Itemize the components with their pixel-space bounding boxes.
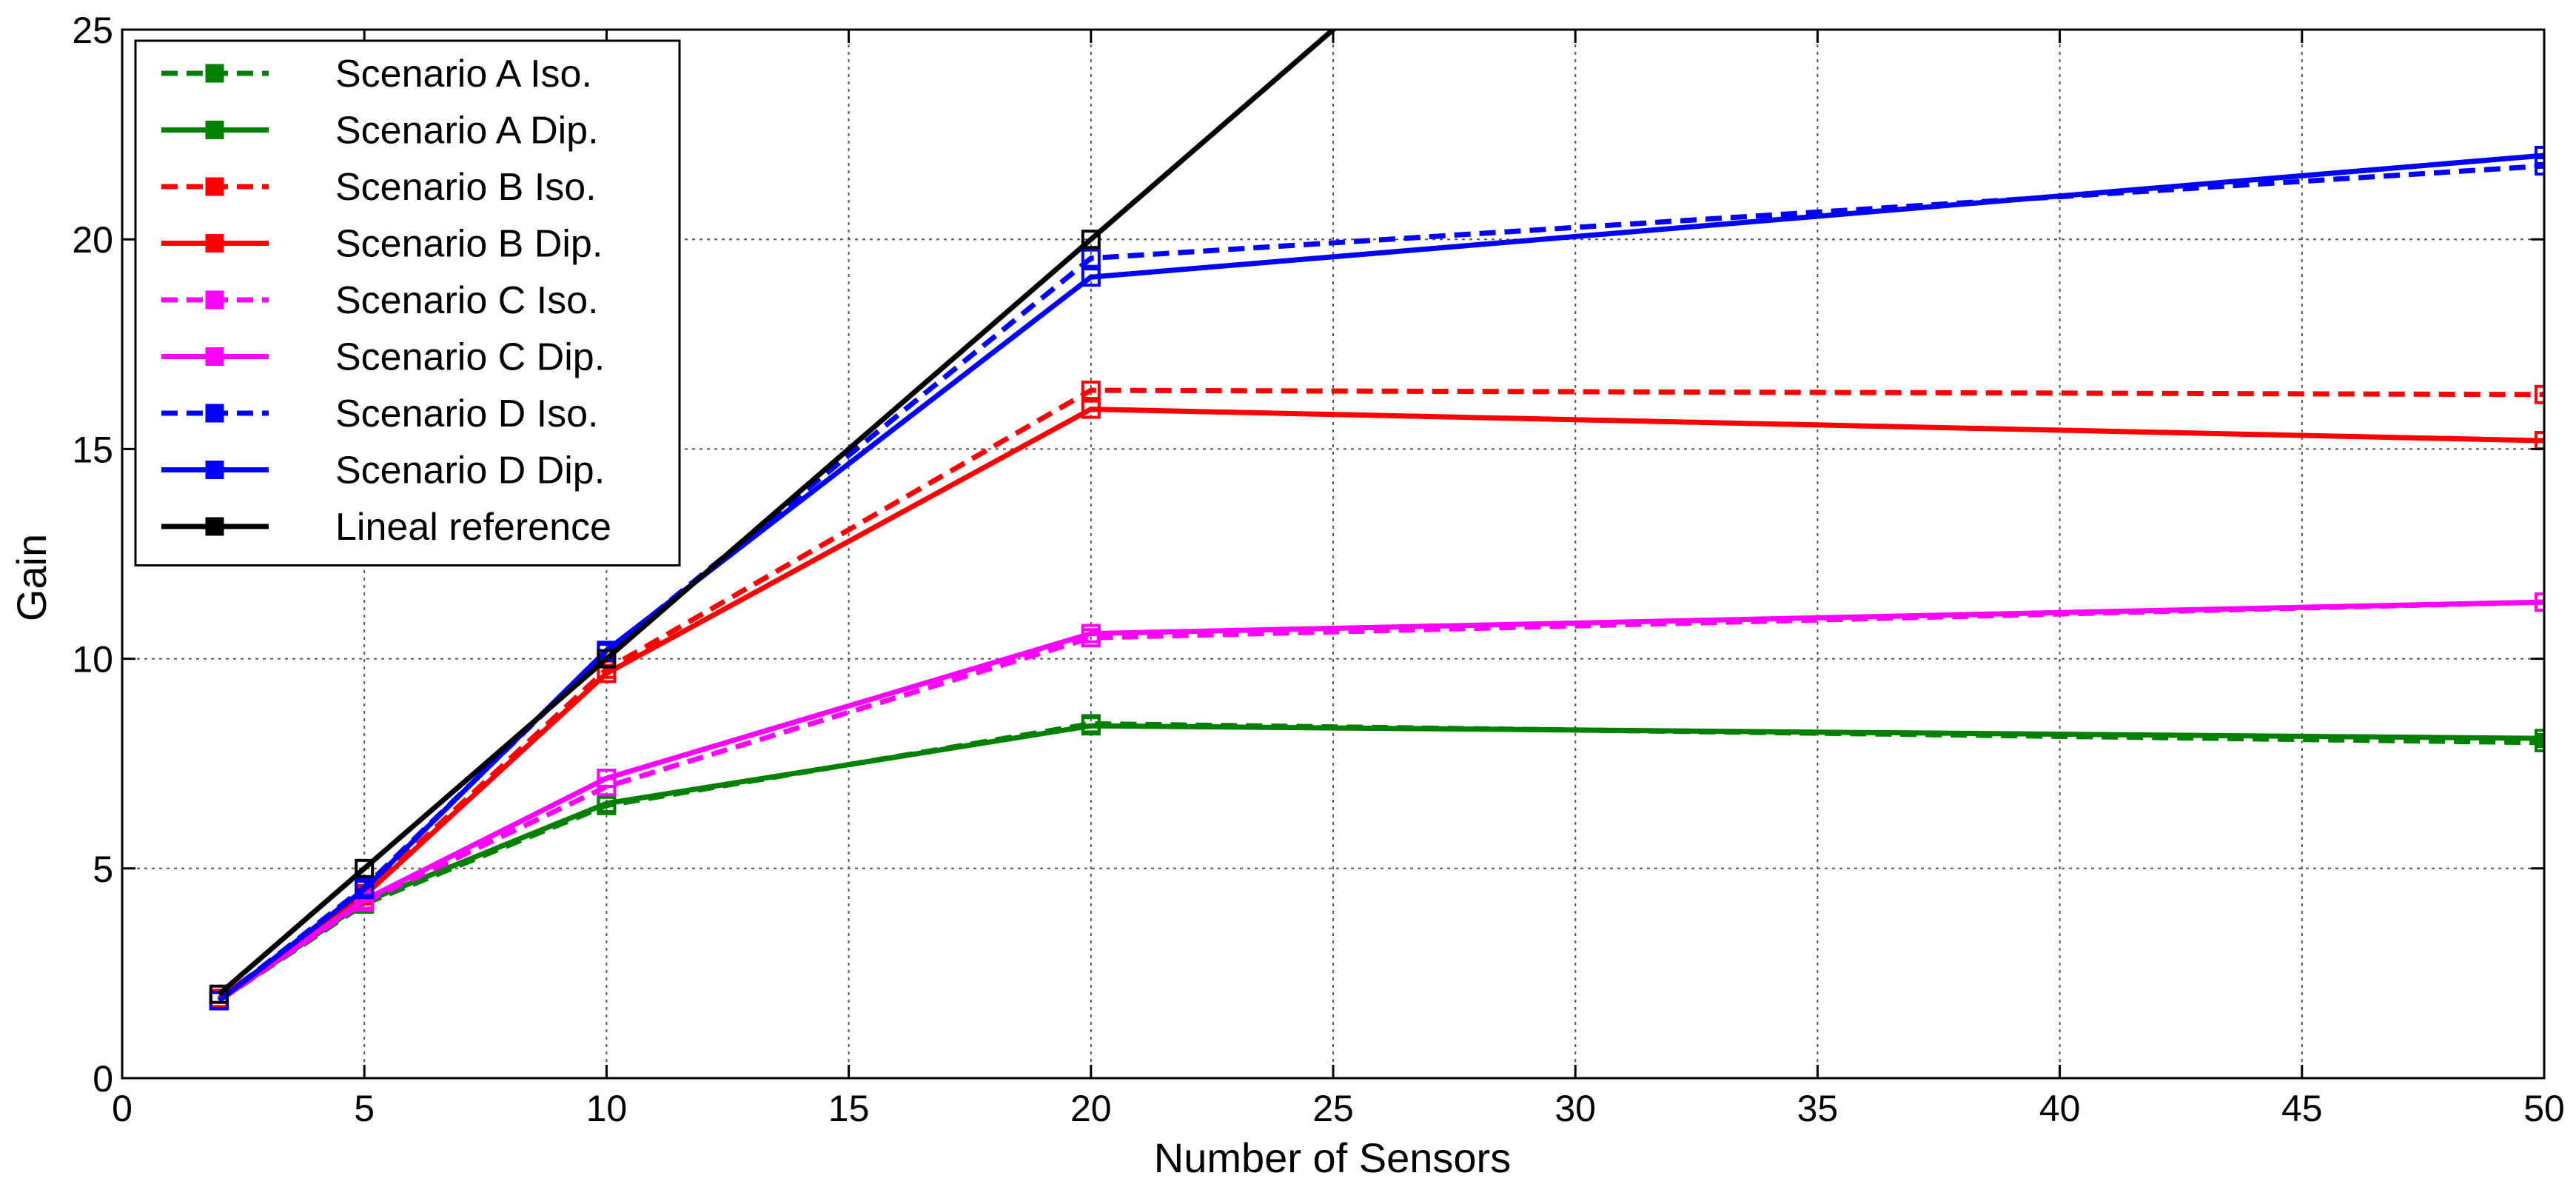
series-line <box>217 387 2544 1001</box>
legend-entry: Scenario C Iso. <box>161 279 599 322</box>
legend-label: Scenario B Iso. <box>335 166 597 209</box>
x-tick-label: 5 <box>354 1088 375 1129</box>
legend-label: Scenario D Dip. <box>335 449 605 492</box>
data-point <box>1081 230 1101 250</box>
data-point <box>1081 248 1101 268</box>
legend-entry: Scenario D Iso. <box>161 392 599 435</box>
legend-swatch-marker <box>205 121 224 139</box>
x-tick-label: 25 <box>1312 1088 1354 1129</box>
x-tick-label: 30 <box>1554 1088 1596 1129</box>
data-point <box>1081 381 1101 401</box>
data-point <box>355 880 375 900</box>
data-point <box>2535 431 2544 451</box>
legend-label: Scenario C Dip. <box>335 336 605 379</box>
x-tick-label: 35 <box>1797 1088 1839 1129</box>
legend-swatch-marker <box>205 234 224 253</box>
data-point <box>2535 729 2544 749</box>
legend-swatch-marker <box>205 290 224 310</box>
legend-label: Lineal reference <box>335 506 611 549</box>
legend-entry: Scenario B Dip. <box>161 223 603 266</box>
legend-entry: Scenario C Dip. <box>161 336 605 379</box>
x-tick-label: 10 <box>586 1088 628 1129</box>
data-point <box>1081 623 1101 643</box>
data-point <box>2535 156 2544 176</box>
legend-label: Scenario A Dip. <box>335 110 599 153</box>
axes: 0 5 10 15 20 25 30 35 40 45 50 0 5 10 15 20 25 <box>72 10 2564 1129</box>
y-tick-label: 20 <box>72 219 113 261</box>
data-point <box>1081 399 1101 419</box>
data-point <box>355 858 375 878</box>
data-point <box>2535 384 2544 404</box>
data-point <box>1081 267 1101 287</box>
x-tick-label: 40 <box>2039 1088 2081 1129</box>
legend-swatch-marker <box>205 177 224 196</box>
legend: Scenario A Iso. Scenario A Dip. Scenario B… <box>134 39 681 566</box>
series-line <box>217 599 2544 1003</box>
y-axis-label: Gain <box>8 534 55 621</box>
y-tick-label: 0 <box>93 1058 113 1100</box>
legend-label: Scenario A Iso. <box>335 53 592 96</box>
series-line <box>217 30 1338 997</box>
y-tick-label: 25 <box>72 10 113 51</box>
series-group <box>209 30 1338 1004</box>
data-point <box>597 663 617 683</box>
x-tick-label: 50 <box>2523 1088 2565 1129</box>
x-tick-label: 0 <box>112 1088 133 1129</box>
x-tick-label: 45 <box>2281 1088 2323 1129</box>
legend-entry: Scenario B Iso. <box>161 166 597 209</box>
data-point <box>1081 716 1101 736</box>
legend-swatch-marker <box>205 517 224 536</box>
y-tick-label: 10 <box>72 639 113 681</box>
y-tick-label: 5 <box>93 849 113 890</box>
data-point <box>2535 145 2544 165</box>
legend-swatch-marker <box>205 347 224 366</box>
legend-swatch-marker <box>205 461 224 479</box>
x-axis-label: Number of Sensors <box>1154 1134 1511 1181</box>
x-tick-label: 20 <box>1070 1088 1112 1129</box>
legend-label: Scenario B Dip. <box>335 223 603 266</box>
x-tick-label: 15 <box>828 1088 870 1129</box>
data-point <box>209 984 229 1004</box>
data-point <box>597 769 617 789</box>
series-line <box>217 407 2544 1001</box>
y-tick-label: 15 <box>72 429 113 470</box>
legend-entry: Scenario A Iso. <box>161 53 592 96</box>
data-point <box>2535 592 2544 612</box>
legend-label: Scenario C Iso. <box>335 279 599 322</box>
legend-label: Scenario D Iso. <box>335 392 599 435</box>
plot-series <box>209 30 2544 1011</box>
data-point <box>597 649 617 669</box>
legend-swatch-marker <box>205 404 224 423</box>
legend-entry: Scenario A Dip. <box>161 110 599 153</box>
legend-entry: Lineal reference <box>161 506 611 549</box>
legend-entry: Scenario D Dip. <box>161 449 605 492</box>
legend-swatch-marker <box>205 64 224 83</box>
